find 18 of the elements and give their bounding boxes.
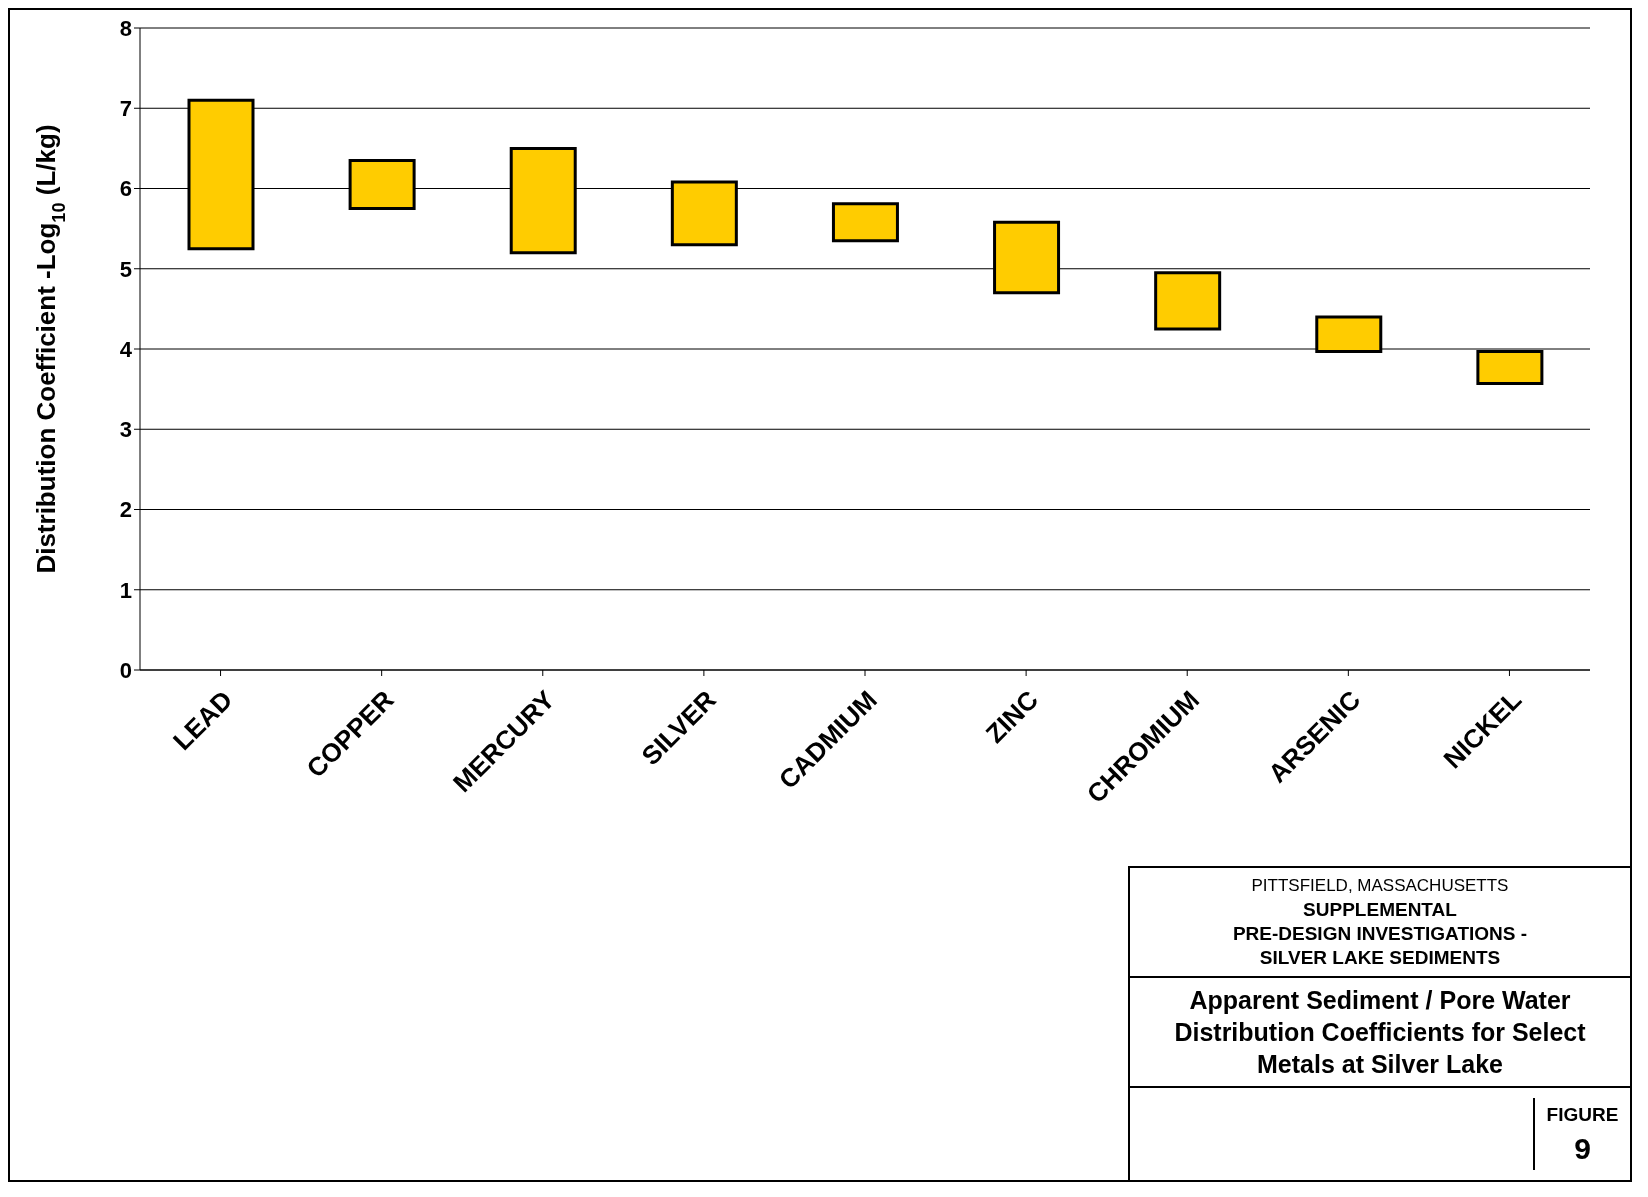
y-tick-label: 8 (119, 15, 132, 41)
y-tick-label: 7 (119, 96, 132, 122)
text: FIGURE (1545, 1104, 1620, 1126)
text: PITTSFIELD, MASSACHUSETTS (1250, 875, 1510, 897)
bar (1154, 271, 1222, 331)
y-tick-label: 4 (119, 336, 133, 362)
text: 9 (1573, 1132, 1592, 1166)
text: SILVER LAKE SEDIMENTS (1258, 946, 1502, 970)
y-tick-label: 3 (119, 417, 132, 443)
y-tick-label: 2 (119, 497, 132, 523)
text: PRE-DESIGN INVESTIGATIONS - (1231, 922, 1529, 946)
y-tick-label: 0 (119, 657, 132, 683)
y-tick-label: 1 (119, 577, 132, 603)
y-tick-label: 5 (119, 256, 132, 282)
bar (831, 202, 899, 243)
y-tick-label: 6 (119, 176, 132, 202)
text: Apparent Sediment / Pore Water Distribution Coefficients for Select Metals at Silver Lake (1130, 978, 1630, 1088)
text: SUPPLEMENTAL (1302, 898, 1458, 922)
